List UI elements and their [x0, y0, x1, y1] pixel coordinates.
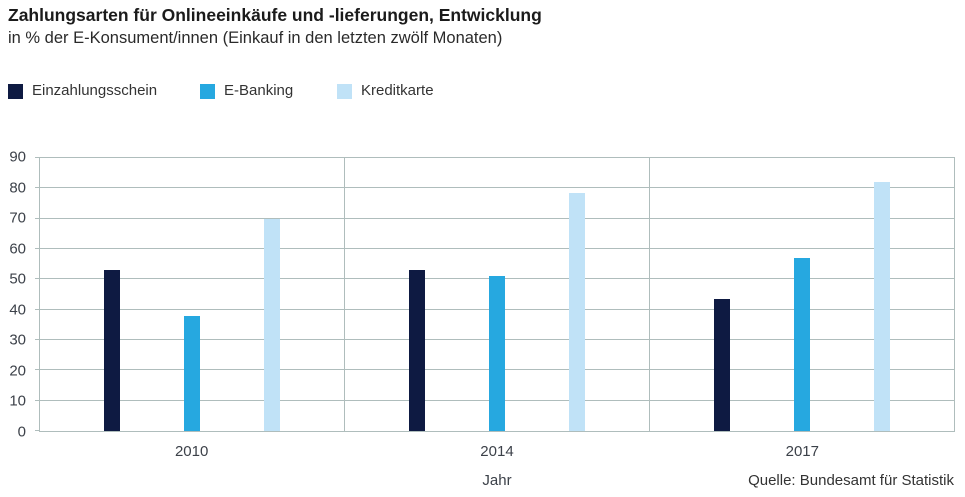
legend-label: Kreditkarte [361, 82, 434, 99]
x-tick-label-2017: 2017 [785, 443, 819, 460]
y-tick-mark [35, 278, 39, 280]
y-tick-mark [35, 247, 39, 249]
x-tick-label-2010: 2010 [174, 443, 209, 460]
x-axis: 2010 2014 2017 [39, 443, 955, 460]
plot-area [35, 157, 955, 432]
panels [40, 158, 954, 431]
y-tick-label-0: 0 [17, 423, 26, 441]
bar-einzahlungsschein-2017 [714, 299, 730, 431]
y-tick-label-10: 10 [9, 392, 26, 410]
y-tick-mark [35, 369, 39, 371]
chart-subtitle: in % der E-Konsument/innen (Einkauf in d… [8, 29, 503, 47]
gridline-70 [40, 217, 954, 219]
chart-title: Zahlungsarten für Onlineeinkäufe und -li… [8, 5, 542, 25]
y-tick-label-90: 90 [9, 148, 26, 166]
year-panel-2010 [40, 158, 345, 431]
x-tick-label-2014: 2014 [480, 443, 514, 460]
y-tick-mark [35, 187, 39, 189]
y-tick-label-30: 30 [9, 331, 26, 349]
legend-swatch-kreditkarte [337, 83, 352, 99]
y-tick-mark [35, 399, 39, 401]
y-tick-label-70: 70 [9, 209, 26, 227]
bar-kreditkarte-2014 [569, 192, 585, 431]
legend-label: Einzahlungsschein [32, 82, 158, 99]
y-tick-label-20: 20 [9, 362, 26, 380]
bar-e-banking-2017 [794, 258, 810, 431]
bar-e-banking-2010 [184, 315, 200, 431]
y-tick-label-40: 40 [9, 301, 26, 319]
y-tick-label-80: 80 [9, 179, 26, 197]
y-tick-mark [35, 217, 39, 219]
legend-label: E-Banking [224, 82, 294, 99]
y-tick-mark [35, 430, 39, 431]
bar-einzahlungsschein-2014 [409, 270, 425, 431]
source-caption: Quelle: Bundesamt für Statistik [748, 472, 954, 489]
y-tick-mark [35, 308, 39, 310]
y-tick-label-60: 60 [9, 240, 26, 258]
legend-swatch-einzahlungsschein [8, 83, 23, 99]
y-tick-mark [35, 338, 39, 340]
bar-e-banking-2014 [489, 276, 505, 431]
gridline-80 [40, 187, 954, 189]
y-axis: 90 80 70 60 50 40 30 20 10 0 [0, 149, 26, 441]
legend-item-kreditkarte: Kreditkarte [337, 83, 434, 99]
legend: Einzahlungsschein E-Banking Kreditkarte [8, 83, 608, 99]
y-tick-mark [35, 157, 39, 158]
legend-item-einzahlungsschein: Einzahlungsschein [8, 83, 157, 99]
legend-swatch-e-banking [200, 83, 215, 99]
x-axis-title: Jahr [482, 472, 512, 489]
year-panel-2017 [650, 158, 954, 431]
bar-einzahlungsschein-2010 [104, 270, 120, 431]
y-tick-label-50: 50 [9, 270, 26, 288]
legend-item-e-banking: E-Banking [200, 83, 293, 99]
gridline-60 [40, 247, 954, 249]
bar-kreditkarte-2017 [874, 182, 890, 431]
year-panel-2014 [345, 158, 650, 431]
bar-kreditkarte-2010 [264, 218, 280, 431]
